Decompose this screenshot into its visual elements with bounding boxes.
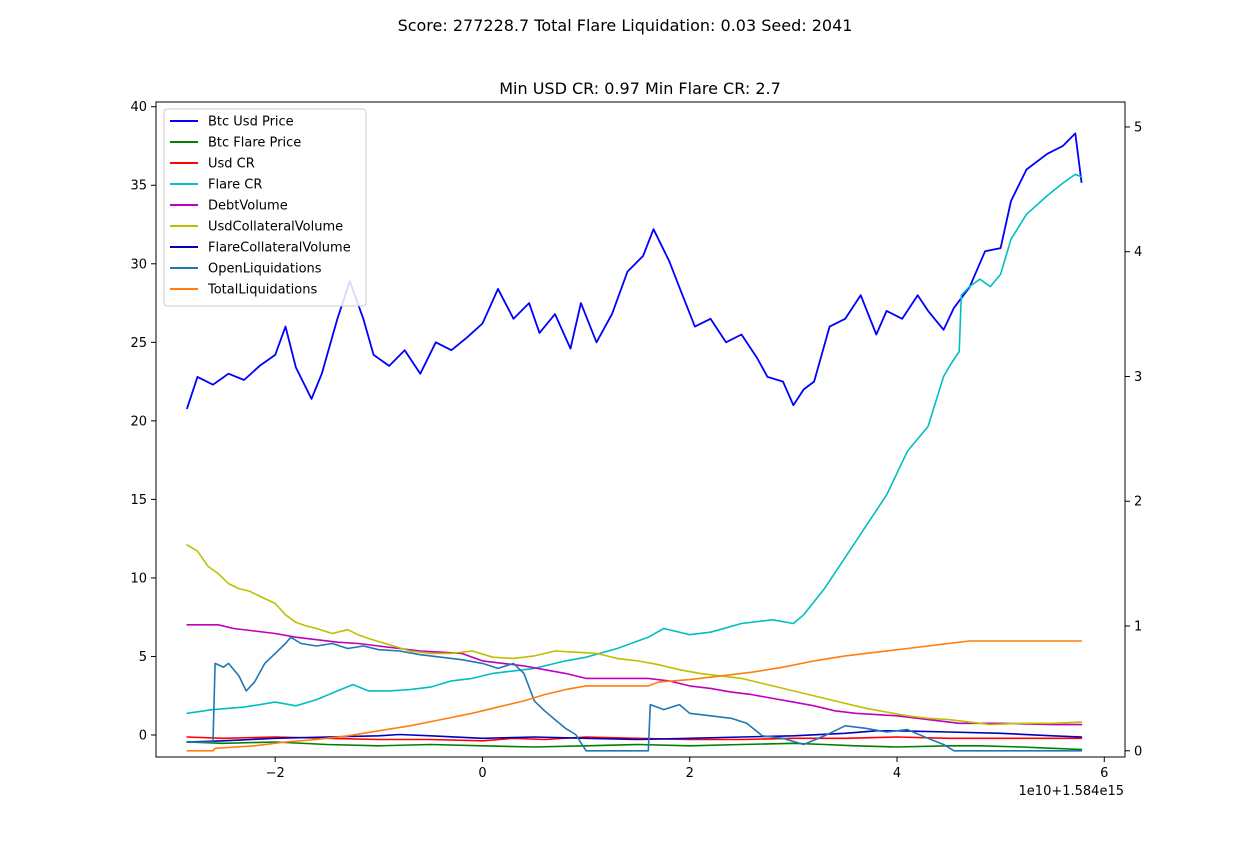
x-tick-label: 2 (686, 766, 694, 781)
y-left-tick-label: 30 (130, 257, 147, 272)
y-left-tick-label: 25 (130, 336, 147, 351)
y-right-tick-label: 1 (1134, 620, 1142, 635)
series-line-3 (186, 173, 1083, 715)
x-tick-label: 4 (893, 766, 901, 781)
y-left-tick-label: 0 (139, 729, 147, 744)
axis-ticks: −2 0 2 4 6 0 5 10 15 20 25 30 35 40 0 1 2 3 4 5 (130, 100, 1142, 781)
y-right-tick-label: 0 (1134, 744, 1142, 759)
legend-box (163, 108, 367, 307)
legend-label: OpenLiquidations (208, 262, 322, 277)
plot-area (186, 132, 1083, 752)
x-tick-label: 6 (1100, 766, 1108, 781)
y-left-tick-label: 5 (139, 650, 147, 665)
axes-frame (155, 101, 1126, 758)
x-offset-label: 1e10+1.584e15 (1019, 784, 1124, 799)
legend-label: TotalLiquidations (207, 283, 317, 298)
legend: Btc Usd Price Btc Flare Price Usd CR Flare … (163, 108, 367, 307)
y-left-tick-label: 10 (130, 571, 147, 586)
chart-title: Min USD CR: 0.97 Min Flare CR: 2.7 (499, 79, 781, 98)
y-right-tick-label: 4 (1134, 245, 1142, 260)
y-left-tick-label: 20 (130, 414, 147, 429)
y-right-tick-label: 3 (1134, 370, 1142, 385)
series-line-0 (186, 132, 1083, 410)
legend-label: Btc Usd Price (208, 115, 294, 130)
x-tick-label: 0 (478, 766, 486, 781)
y-left-tick-label: 35 (130, 179, 147, 194)
series-line-5 (186, 544, 1083, 726)
y-right-tick-label: 5 (1134, 120, 1142, 135)
y-right-tick-label: 2 (1134, 495, 1142, 510)
legend-label: Btc Flare Price (208, 136, 301, 151)
series-line-1 (186, 741, 1083, 751)
series-line-7 (186, 636, 1083, 752)
legend-label: UsdCollateralVolume (208, 220, 343, 235)
series-line-8 (186, 640, 1083, 752)
legend-label: Flare CR (208, 178, 262, 193)
legend-label: FlareCollateralVolume (208, 241, 351, 256)
series-line-2 (186, 736, 1083, 742)
y-left-tick-label: 15 (130, 493, 147, 508)
y-left-tick-label: 40 (130, 100, 147, 115)
x-tick-label: −2 (266, 766, 285, 781)
series-line-4 (186, 624, 1083, 726)
series-line-6 (186, 730, 1083, 743)
figure-suptitle: Score: 277228.7 Total Flare Liquidation:… (398, 16, 853, 35)
legend-label: DebtVolume (208, 199, 288, 214)
legend-label: Usd CR (208, 157, 255, 172)
